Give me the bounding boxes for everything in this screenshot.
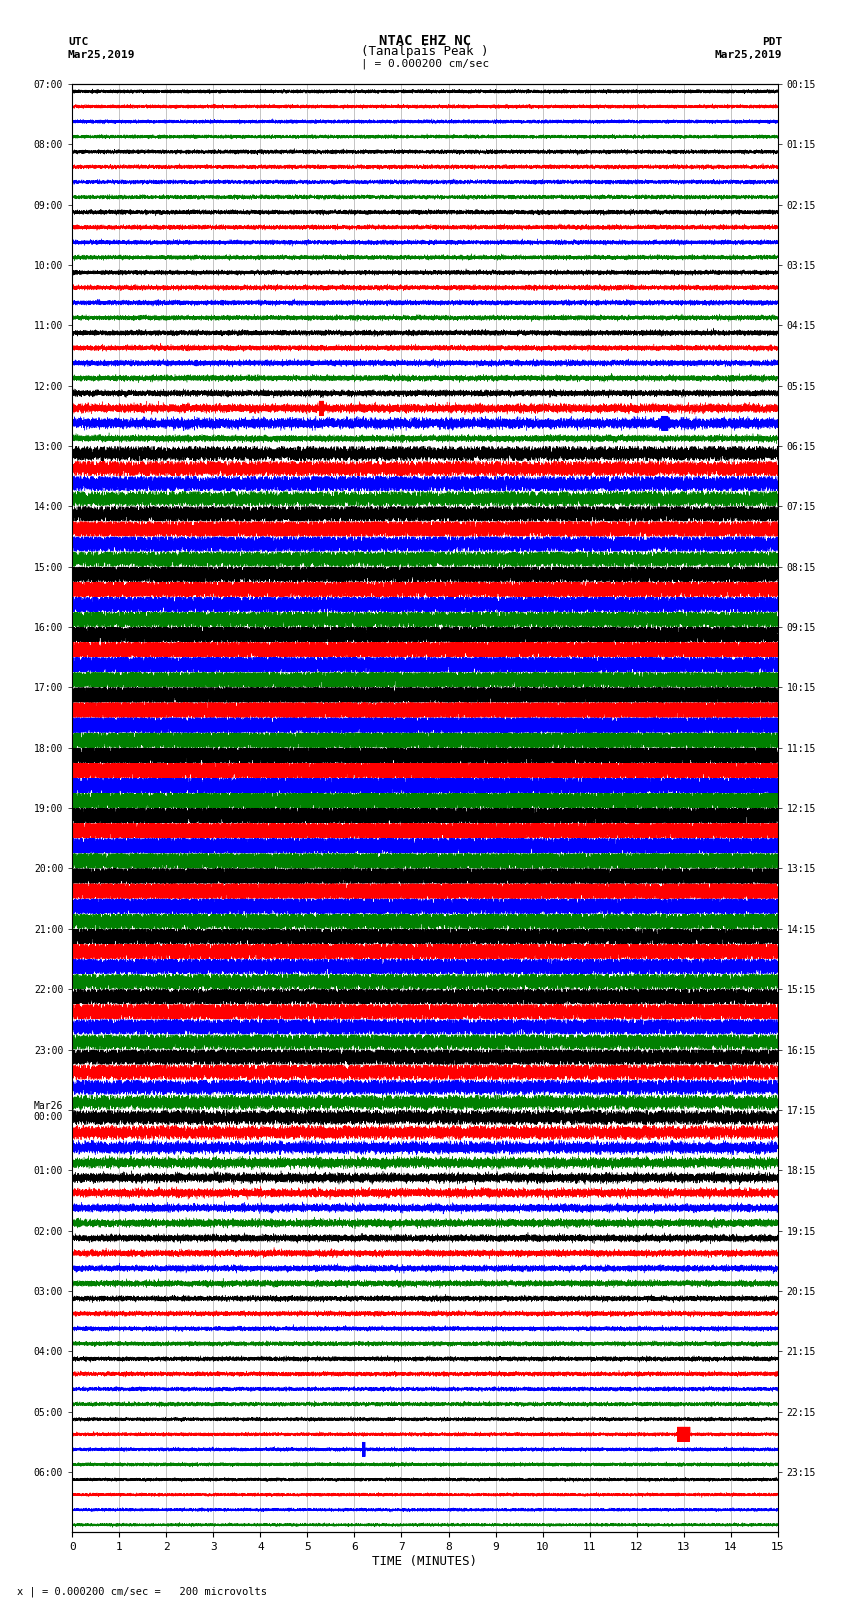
Text: x | = 0.000200 cm/sec =   200 microvolts: x | = 0.000200 cm/sec = 200 microvolts (17, 1586, 267, 1597)
Text: Mar25,2019: Mar25,2019 (68, 50, 135, 60)
Text: PDT: PDT (762, 37, 782, 47)
Text: (Tanalpais Peak ): (Tanalpais Peak ) (361, 45, 489, 58)
Text: NTAC EHZ NC: NTAC EHZ NC (379, 34, 471, 48)
X-axis label: TIME (MINUTES): TIME (MINUTES) (372, 1555, 478, 1568)
Text: | = 0.000200 cm/sec: | = 0.000200 cm/sec (361, 58, 489, 69)
Text: UTC: UTC (68, 37, 88, 47)
Text: Mar25,2019: Mar25,2019 (715, 50, 782, 60)
